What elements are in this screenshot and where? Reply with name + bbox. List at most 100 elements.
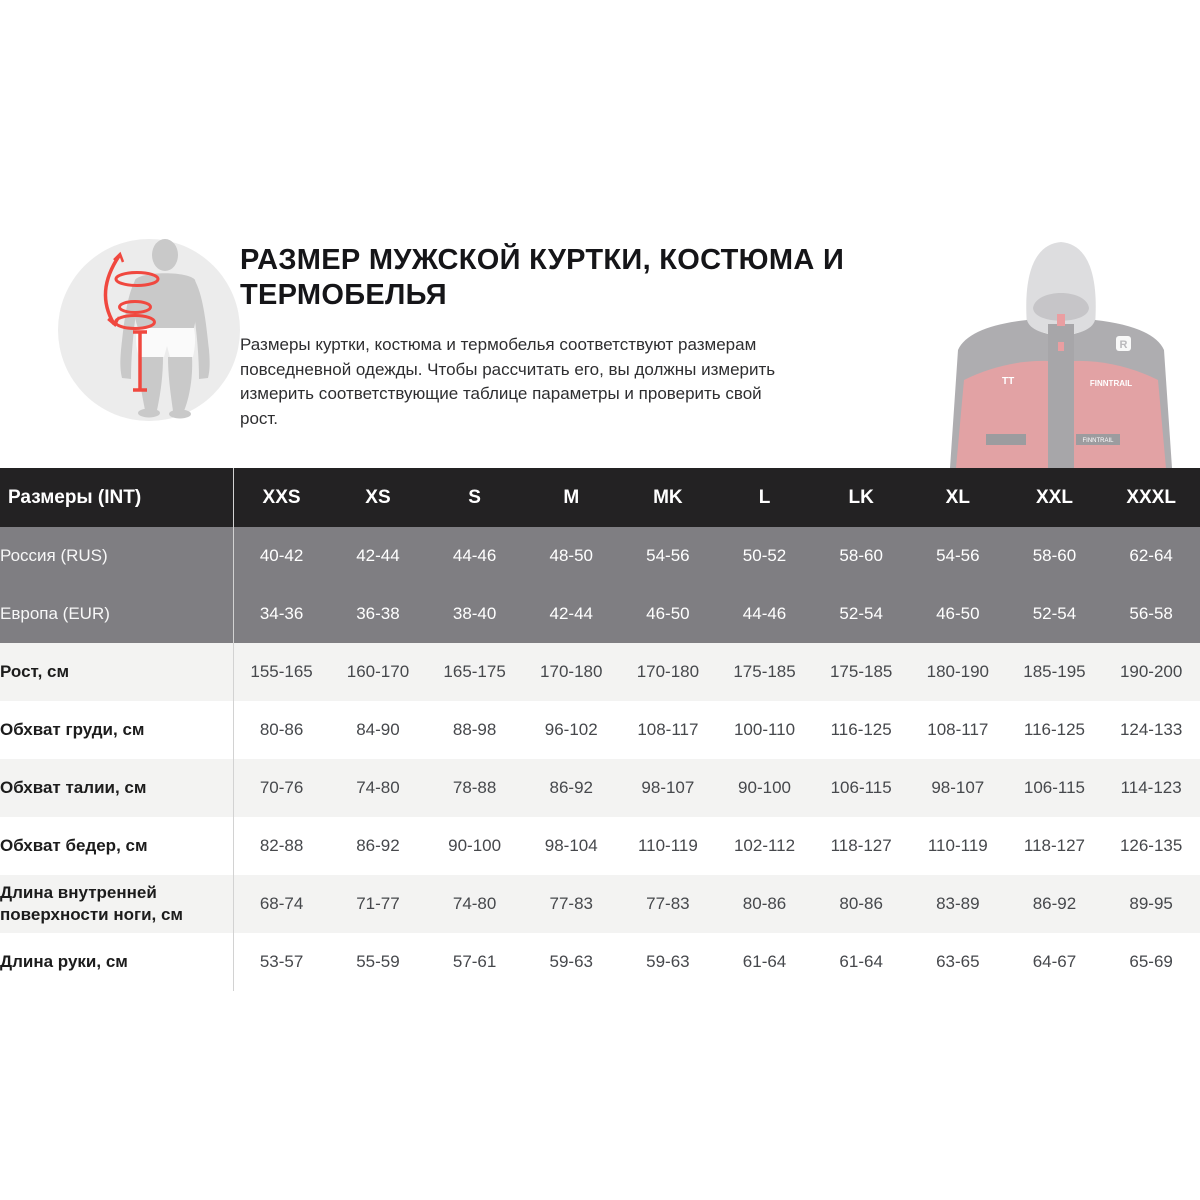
size-value-cell: 102-112 <box>716 817 813 875</box>
size-value-cell: 64-67 <box>1006 933 1103 991</box>
table-row: Россия (RUS) 40-42 42-44 44-46 48-50 54-56 50-… <box>0 527 1200 585</box>
size-value-cell: 46-50 <box>619 585 717 643</box>
row-label: Обхват талии, см <box>0 759 234 817</box>
row-label: Обхват бедер, см <box>0 817 234 875</box>
row-label: Длина внутренней поверхности ноги, см <box>0 875 234 933</box>
size-value-cell: 52-54 <box>812 585 910 643</box>
table-row: Длина внутренней поверхности ноги, см 68-… <box>0 875 1200 933</box>
page-title: РАЗМЕР МУЖСКОЙ КУРТКИ, КОСТЮМА И ТЕРМОБЕ… <box>240 244 845 311</box>
size-table: Размеры (INT) XXS XS S M MK L LK XL XXL XXXL Росс… <box>0 468 1200 991</box>
size-value-cell: 68-74 <box>233 875 330 933</box>
size-value-cell: 38-40 <box>426 585 523 643</box>
size-value-cell: 42-44 <box>522 585 620 643</box>
svg-text:FINNTRAIL: FINNTRAIL <box>1082 438 1114 444</box>
size-value-cell: 61-64 <box>716 933 813 991</box>
size-value-cell: 82-88 <box>233 817 330 875</box>
size-column-header-xl: XL <box>909 468 1007 527</box>
size-value-cell: 180-190 <box>909 643 1007 701</box>
size-column-header-xxxl: XXXL <box>1102 468 1200 527</box>
svg-text:FINNTRAIL: FINNTRAIL <box>1090 379 1132 388</box>
size-value-cell: 89-95 <box>1102 875 1200 933</box>
size-value-cell: 54-56 <box>909 527 1007 585</box>
size-table-body: Россия (RUS) 40-42 42-44 44-46 48-50 54-56 50-… <box>0 527 1200 991</box>
size-value-cell: 116-125 <box>812 701 910 759</box>
size-value-cell: 108-117 <box>909 701 1007 759</box>
size-value-cell: 110-119 <box>909 817 1007 875</box>
svg-text:TT: TT <box>1002 376 1014 387</box>
size-value-cell: 86-92 <box>1006 875 1103 933</box>
size-value-cell: 100-110 <box>716 701 813 759</box>
size-value-cell: 155-165 <box>233 643 330 701</box>
size-value-cell: 44-46 <box>716 585 813 643</box>
size-value-cell: 50-52 <box>716 527 813 585</box>
size-value-cell: 77-83 <box>522 875 620 933</box>
size-value-cell: 185-195 <box>1006 643 1103 701</box>
size-column-header-xxl: XXL <box>1006 468 1103 527</box>
row-label: Рост, см <box>0 643 234 701</box>
row-label: Россия (RUS) <box>0 527 234 585</box>
svg-text:R: R <box>1120 339 1128 351</box>
size-value-cell: 70-76 <box>233 759 330 817</box>
size-value-cell: 90-100 <box>716 759 813 817</box>
size-value-cell: 175-185 <box>812 643 910 701</box>
size-value-cell: 90-100 <box>426 817 523 875</box>
body-measurement-diagram <box>57 238 241 422</box>
size-value-cell: 160-170 <box>329 643 427 701</box>
size-value-cell: 98-107 <box>619 759 717 817</box>
size-value-cell: 74-80 <box>426 875 523 933</box>
size-value-cell: 88-98 <box>426 701 523 759</box>
size-value-cell: 63-65 <box>909 933 1007 991</box>
size-value-cell: 80-86 <box>233 701 330 759</box>
size-value-cell: 118-127 <box>1006 817 1103 875</box>
table-row: Обхват груди, см 80-86 84-90 88-98 96-102 108… <box>0 701 1200 759</box>
size-value-cell: 106-115 <box>1006 759 1103 817</box>
red-measurement-marks <box>103 251 160 392</box>
body-measurement-illustration <box>58 239 240 421</box>
size-value-cell: 59-63 <box>619 933 717 991</box>
size-value-cell: 46-50 <box>909 585 1007 643</box>
size-value-cell: 77-83 <box>619 875 717 933</box>
size-column-header-l: L <box>716 468 813 527</box>
size-value-cell: 58-60 <box>1006 527 1103 585</box>
size-value-cell: 40-42 <box>233 527 330 585</box>
size-value-cell: 84-90 <box>329 701 427 759</box>
size-value-cell: 36-38 <box>329 585 427 643</box>
size-value-cell: 48-50 <box>522 527 620 585</box>
size-value-cell: 98-107 <box>909 759 1007 817</box>
size-value-cell: 126-135 <box>1102 817 1200 875</box>
table-row: Рост, см 155-165 160-170 165-175 170-180 170-… <box>0 643 1200 701</box>
size-column-header-s: S <box>426 468 523 527</box>
size-value-cell: 86-92 <box>329 817 427 875</box>
intro-description: Размеры куртки, костюма и термобелья соо… <box>240 335 776 428</box>
size-value-cell: 56-58 <box>1102 585 1200 643</box>
size-column-header-mk: MK <box>619 468 717 527</box>
size-value-cell: 124-133 <box>1102 701 1200 759</box>
size-column-header-lk: LK <box>812 468 910 527</box>
size-value-cell: 54-56 <box>619 527 717 585</box>
row-label: Обхват груди, см <box>0 701 234 759</box>
size-value-cell: 96-102 <box>522 701 620 759</box>
size-value-cell: 58-60 <box>812 527 910 585</box>
size-value-cell: 98-104 <box>522 817 620 875</box>
size-value-cell: 53-57 <box>233 933 330 991</box>
size-value-cell: 108-117 <box>619 701 717 759</box>
size-value-cell: 80-86 <box>716 875 813 933</box>
size-value-cell: 190-200 <box>1102 643 1200 701</box>
size-value-cell: 170-180 <box>522 643 620 701</box>
row-label: Европа (EUR) <box>0 585 234 643</box>
size-value-cell: 42-44 <box>329 527 427 585</box>
size-value-cell: 34-36 <box>233 585 330 643</box>
row-label: Длина руки, см <box>0 933 234 991</box>
size-value-cell: 62-64 <box>1102 527 1200 585</box>
size-value-cell: 114-123 <box>1102 759 1200 817</box>
table-row: Обхват бедер, см 82-88 86-92 90-100 98-104 11… <box>0 817 1200 875</box>
size-value-cell: 165-175 <box>426 643 523 701</box>
size-value-cell: 80-86 <box>812 875 910 933</box>
size-value-cell: 86-92 <box>522 759 620 817</box>
size-column-header-xxs: XXS <box>233 468 330 527</box>
size-column-header-xs: XS <box>329 468 427 527</box>
jacket-illustration: R TT FINNTRAIL FINNTRAIL <box>950 242 1172 468</box>
size-value-cell: 175-185 <box>716 643 813 701</box>
size-value-cell: 44-46 <box>426 527 523 585</box>
